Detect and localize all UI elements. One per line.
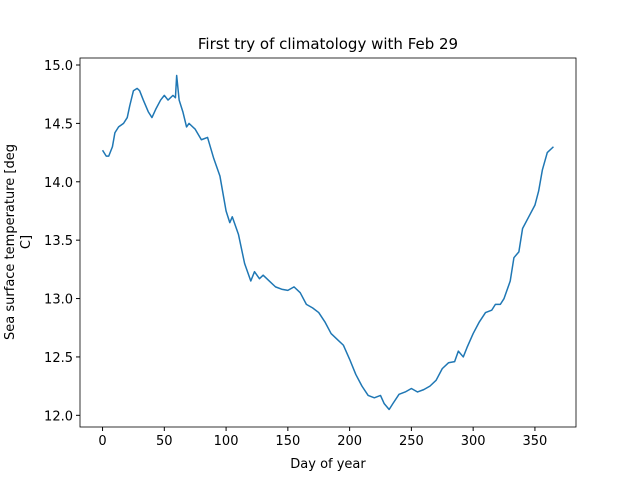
- y-tick-label: 14.5: [44, 117, 73, 132]
- x-tick-label: 150: [275, 434, 300, 449]
- y-tick-label: 12.5: [44, 351, 73, 366]
- x-axis-label: Day of year: [290, 457, 366, 472]
- y-tick-label: 14.0: [44, 176, 73, 191]
- x-tick-label: 250: [399, 434, 424, 449]
- x-tick-label: 50: [156, 434, 173, 449]
- y-tick-label: 15.0: [44, 59, 73, 74]
- chart-title: First try of climatology with Feb 29: [198, 35, 458, 53]
- x-tick-label: 0: [98, 434, 106, 449]
- y-axis-label: Sea surface temperature [deg: [3, 144, 18, 340]
- y-tick-label: 12.0: [44, 409, 73, 424]
- data-line: [101, 74, 554, 411]
- y-tick-label: 13.5: [44, 234, 73, 249]
- x-tick-label: 350: [523, 434, 548, 449]
- plot-frame: [79, 57, 577, 428]
- y-tick-label: 13.0: [44, 293, 73, 308]
- x-tick-label: 100: [214, 434, 239, 449]
- x-tick-label: 300: [461, 434, 486, 449]
- x-tick-label: 200: [337, 434, 362, 449]
- y-axis-label: C]: [19, 235, 34, 249]
